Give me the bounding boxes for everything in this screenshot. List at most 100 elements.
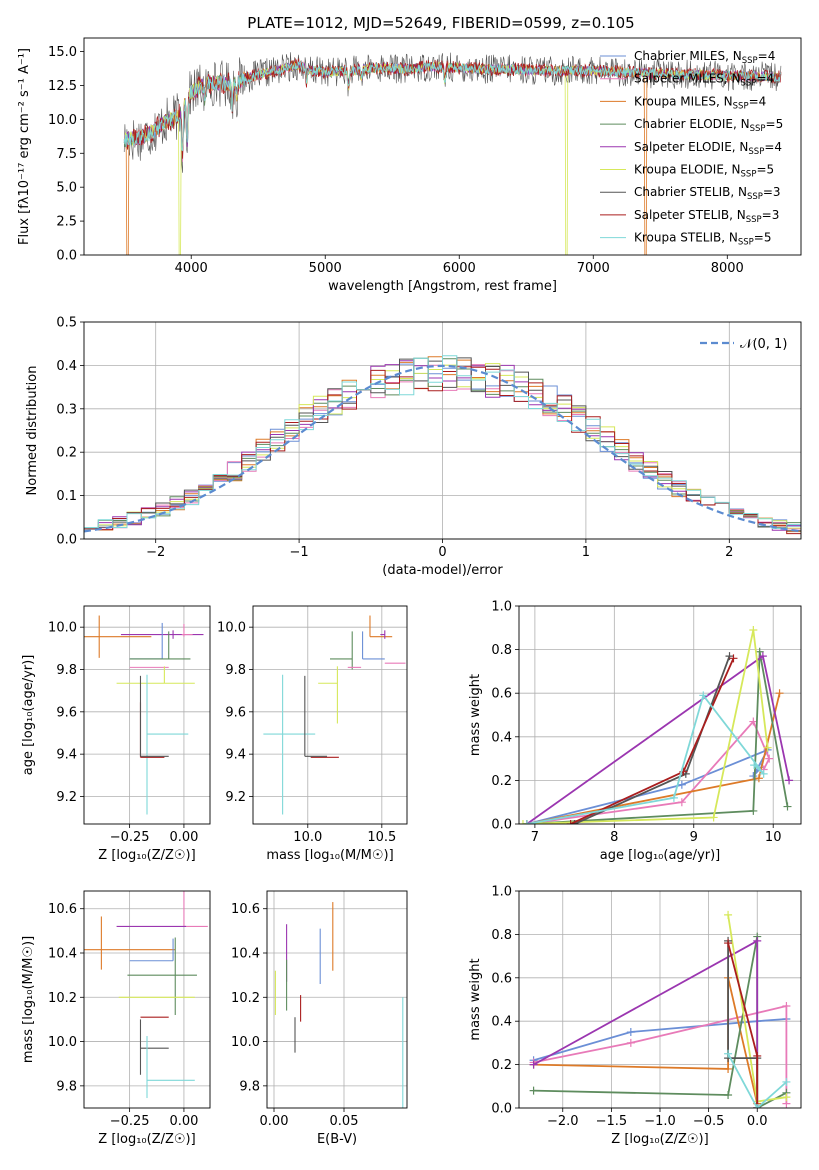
errorbar-kroupa-stelib — [263, 674, 316, 815]
weight-marker — [782, 1002, 791, 1011]
y-tick-label: 5.0 — [56, 181, 77, 196]
x-axis-label: (data-model)/error — [382, 563, 503, 578]
weight-line — [533, 1004, 788, 1104]
x-tick-label: −1 — [290, 545, 309, 560]
y-axis-label: mass weight — [468, 958, 483, 1040]
x-tick-label: 2 — [725, 545, 733, 560]
y-tick-label: 1.0 — [491, 885, 512, 900]
y-tick-label: 9.8 — [225, 663, 246, 678]
weight-series-kroupa-miles — [529, 973, 762, 1108]
errorbar-salpeter-miles — [181, 623, 193, 637]
weight-marker — [785, 776, 794, 785]
weight-marker — [724, 1064, 733, 1073]
weight-marker — [626, 1028, 635, 1037]
legend-label-kroupa-elodie: Kroupa ELODIE, NSSP=5 — [634, 163, 774, 180]
weight-marker — [699, 691, 708, 700]
x-tick-label: 9 — [690, 830, 698, 845]
weight-marker — [753, 1051, 762, 1060]
weight-marker — [626, 1038, 635, 1047]
weight-marker — [522, 820, 531, 824]
plot-area — [519, 625, 794, 824]
y-tick-label: 9.4 — [225, 748, 246, 763]
weight-marker — [724, 1090, 733, 1099]
weight-marker — [729, 654, 738, 663]
y-tick-label: 10.0 — [231, 1035, 260, 1050]
weight-marker — [754, 774, 763, 783]
plot-area — [123, 52, 782, 255]
y-tick-label: 10.4 — [48, 947, 77, 962]
weight-marker — [759, 769, 768, 778]
y-tick-label: 10.0 — [48, 621, 77, 636]
x-tick-label: 8 — [610, 830, 618, 845]
x-tick-label: −1.5 — [596, 1114, 628, 1129]
weight-marker — [763, 743, 772, 752]
y-tick-label: 10.6 — [231, 902, 260, 917]
weight-marker — [765, 754, 774, 763]
weight-marker — [758, 652, 767, 661]
x-tick-label: 10 — [765, 830, 782, 845]
y-tick-label: 0.0 — [491, 1102, 512, 1117]
errorbar-salpeter-stelib — [139, 702, 165, 758]
y-tick-label: 0.2 — [491, 774, 512, 789]
legend-label-salpeter-miles: Salpeter MILES, NSSP=4 — [634, 72, 774, 89]
plot-area — [84, 891, 208, 1099]
legend: Chabrier MILES, NSSP=4 Salpeter MILES, NS… — [600, 49, 783, 248]
errorbar-kroupa-stelib — [146, 674, 189, 815]
y-tick-label: 0.0 — [56, 249, 77, 264]
histogram-kroupa-stelib — [84, 355, 801, 539]
y-tick-label: 10.0 — [48, 1035, 77, 1050]
weight-series-chabrier-miles — [522, 745, 772, 824]
x-axis-label: E(B-V) — [317, 1132, 357, 1147]
x-tick-label: 6000 — [443, 261, 476, 276]
x-tick-label: −2 — [146, 545, 165, 560]
weight-marker — [753, 936, 762, 945]
x-tick-label: 4000 — [175, 261, 208, 276]
errorbar-kroupa-miles — [84, 916, 176, 970]
y-tick-label: 2.5 — [56, 215, 77, 230]
legend-label-normal: 𝒩(0, 1) — [740, 337, 787, 352]
x-axis-label: mass [log₁₀(M/M☉)] — [266, 848, 393, 863]
x-tick-label: 10.0 — [293, 830, 322, 845]
weight-marker — [753, 1104, 762, 1108]
weight-marker — [519, 820, 527, 824]
errorbar-chabrier-elodie — [127, 937, 197, 1015]
y-tick-label: 9.8 — [56, 663, 77, 678]
weight-marker — [782, 1077, 791, 1086]
weight-marker — [669, 793, 678, 802]
y-tick-label: 12.5 — [48, 79, 77, 94]
y-tick-label: 9.2 — [56, 790, 77, 805]
y-tick-label: 10.2 — [231, 991, 260, 1006]
errorbar-chabrier-elodie — [330, 631, 353, 670]
y-tick-label: 9.8 — [239, 1079, 260, 1094]
weight-marker — [566, 820, 575, 824]
age-vs-metallicity-panel: −0.25 0.00 9.2 9.4 9.6 9.8 10.0 Z [log₁₀(Z/Z☉)]… — [21, 605, 211, 863]
residuals-panel: −2 −1 0 1 2 0.0 0.1 0.2 0.3 0.4 0.5 (data-model)/er… — [25, 316, 802, 578]
y-tick-label: 0.3 — [56, 402, 77, 417]
legend-label-salpeter-elodie: Salpeter ELODIE, NSSP=4 — [634, 140, 782, 157]
x-tick-label: 0.0 — [747, 1114, 768, 1129]
weight-marker — [750, 761, 759, 770]
axes-frame — [266, 890, 408, 1109]
x-tick-label: −1.0 — [644, 1114, 676, 1129]
errorbar-salpeter-elodie — [380, 630, 386, 639]
figure-title: PLATE=1012, MJD=52649, FIBERID=0599, z=0… — [247, 14, 634, 32]
spectrum-line-kroupa-stelib — [123, 61, 782, 152]
y-tick-label: 0.4 — [56, 359, 77, 374]
weight-line — [526, 693, 765, 824]
y-tick-label: 0.1 — [56, 489, 77, 504]
x-tick-label: 8000 — [711, 261, 744, 276]
y-tick-label: 0.6 — [491, 971, 512, 986]
axes-frame — [83, 890, 211, 1109]
weight-line — [526, 651, 789, 824]
weight-marker — [724, 910, 733, 919]
x-tick-label: 0.05 — [330, 1114, 359, 1129]
legend-label-kroupa-stelib: Kroupa STELIB, NSSP=5 — [634, 231, 772, 248]
y-tick-label: 10.4 — [231, 947, 260, 962]
y-tick-label: 15.0 — [48, 45, 77, 60]
weight-vs-metallicity-panel: −2.0 −1.5 −1.0 −0.5 0.0 0.0 0.2 0.4 0.6 0.8 1.0 Z [… — [468, 885, 802, 1147]
spectrum-panel: 4000 5000 6000 7000 8000 0.0 2.5 5.0 7.5 10.0 12.5… — [17, 37, 802, 294]
y-tick-label: 9.2 — [225, 790, 246, 805]
weight-marker — [529, 1086, 538, 1095]
y-tick-label: 9.8 — [56, 1079, 77, 1094]
